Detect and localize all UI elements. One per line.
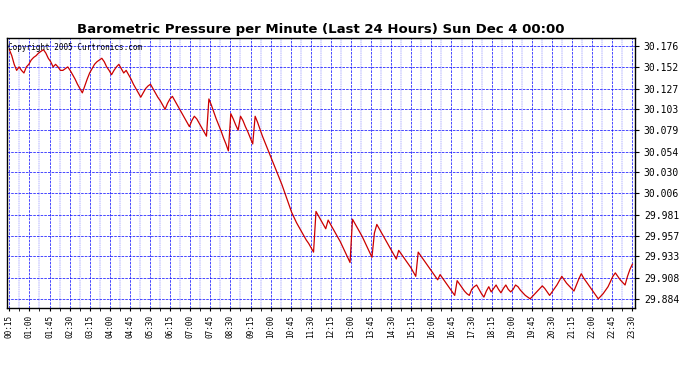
Title: Barometric Pressure per Minute (Last 24 Hours) Sun Dec 4 00:00: Barometric Pressure per Minute (Last 24 … bbox=[77, 23, 564, 36]
Text: Copyright 2005 Curtronics.com: Copyright 2005 Curtronics.com bbox=[8, 43, 142, 52]
